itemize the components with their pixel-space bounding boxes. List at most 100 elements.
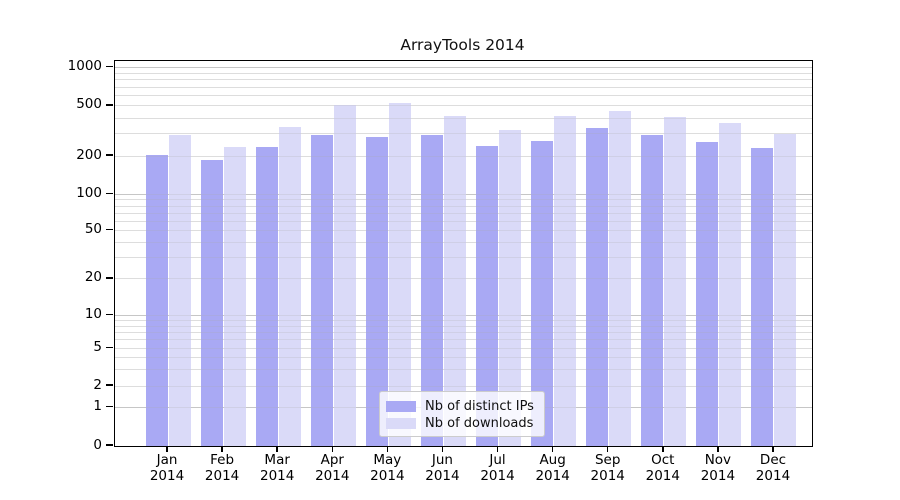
bar-downloads-may: [388, 103, 411, 446]
y-tick-label-50: 50: [84, 221, 102, 238]
overlay-gridline-7: [115, 331, 812, 333]
y-tick-mark-1: [106, 405, 113, 408]
bar-distinct-ips-mar: [255, 147, 278, 446]
gridline-minor-800: [115, 79, 812, 81]
legend-entry-downloads: Nb of downloads: [386, 415, 536, 432]
overlay-gridline-8: [115, 325, 812, 327]
x-tick-mark-dec: [772, 446, 774, 452]
y-tick-mark-0: [106, 444, 113, 446]
x-tick-label-oct: Oct 2014: [645, 452, 680, 484]
x-tick-label-jul: Jul 2014: [480, 452, 515, 484]
gridline-major-1000: [115, 67, 812, 69]
overlay-gridline-300: [115, 133, 812, 135]
gridline-minor-700: [115, 86, 812, 88]
y-tick-mark-500: [106, 104, 113, 106]
overlay-gridline-70: [115, 212, 812, 214]
bar-downloads-aug: [554, 116, 577, 446]
overlay-gridline-90: [115, 199, 812, 201]
bar-downloads-nov: [719, 122, 742, 446]
legend-label-distinct-ips: Nb of distinct IPs: [425, 399, 534, 414]
y-tick-label-1: 1: [93, 398, 102, 415]
bar-distinct-ips-feb: [200, 160, 223, 446]
y-tick-mark-100: [106, 192, 113, 195]
bar-downloads-feb: [223, 147, 246, 446]
bar-distinct-ips-nov: [696, 141, 719, 446]
bar-distinct-ips-sep: [586, 127, 609, 446]
overlay-gridline-700: [115, 86, 812, 88]
y-tick-label-2: 2: [93, 376, 102, 393]
x-tick-mark-oct: [662, 446, 664, 452]
y-tick-mark-10: [106, 313, 113, 316]
overlay-gridline-30: [115, 257, 812, 259]
x-tick-label-mar: Mar 2014: [259, 452, 295, 484]
y-tick-mark-1000: [106, 65, 113, 68]
overlay-gridline-10: [115, 314, 812, 316]
x-tick-label-may: May 2014: [370, 452, 405, 484]
bar-distinct-ips-aug: [531, 141, 554, 446]
overlay-gridline-9: [115, 319, 812, 321]
bar-downloads-oct: [664, 117, 687, 446]
bar-downloads-jan: [168, 135, 191, 446]
overlay-gridline-20: [115, 278, 812, 280]
legend-label-downloads: Nb of downloads: [425, 416, 534, 431]
bar-distinct-ips-apr: [310, 135, 333, 446]
y-tick-mark-2: [106, 384, 113, 386]
y-tick-mark-200: [106, 154, 113, 156]
x-tick-mark-may: [386, 446, 389, 452]
bar-downloads-dec: [774, 134, 797, 446]
y-tick-label-20: 20: [84, 269, 102, 286]
y-tick-label-200: 200: [76, 146, 102, 163]
overlay-gridline-6: [115, 339, 812, 341]
overlay-gridline-50: [115, 230, 812, 232]
overlay-gridline-2: [115, 385, 812, 387]
x-tick-mark-nov: [717, 446, 719, 452]
overlay-gridline-80: [115, 205, 812, 207]
bar-downloads-sep: [609, 110, 632, 446]
bar-downloads-jul: [499, 129, 522, 446]
bar-distinct-ips-dec: [751, 148, 774, 446]
overlay-gridline-100: [115, 193, 812, 195]
overlay-gridline-1000: [115, 67, 812, 69]
x-tick-mark-aug: [551, 446, 554, 452]
overlay-gridline-40: [115, 241, 812, 243]
overlay-gridline-3: [115, 368, 812, 370]
overlay-gridline-5: [115, 348, 812, 350]
y-tick-label-5: 5: [93, 339, 102, 356]
bar-distinct-ips-jun: [420, 135, 443, 446]
bar-distinct-ips-jul: [476, 145, 499, 446]
legend-entry-distinct-ips: Nb of distinct IPs: [386, 398, 536, 415]
x-tick-label-jun: Jun 2014: [425, 452, 460, 484]
gridline-minor-900: [115, 72, 812, 74]
overlay-gridline-500: [115, 105, 812, 107]
x-tick-mark-sep: [606, 446, 609, 452]
chart-title: ArrayTools 2014: [400, 36, 525, 54]
gridline-minor-600: [115, 95, 812, 97]
bar-distinct-ips-may: [365, 137, 388, 446]
y-tick-label-1000: 1000: [67, 58, 102, 75]
x-tick-label-jan: Jan 2014: [149, 452, 185, 484]
x-tick-label-aug: Aug 2014: [535, 452, 570, 484]
overlay-grid-layer: [115, 61, 812, 446]
overlay-gridline-4: [115, 357, 812, 359]
bar-downloads-mar: [278, 126, 301, 446]
y-tick-mark-20: [106, 277, 113, 279]
bar-downloads-jun: [443, 115, 466, 446]
overlay-gridline-800: [115, 79, 812, 81]
x-tick-mark-apr: [331, 446, 334, 452]
bar-distinct-ips-oct: [641, 135, 664, 446]
y-tick-mark-50: [106, 228, 113, 231]
x-tick-mark-mar: [276, 446, 278, 452]
x-tick-label-sep: Sep 2014: [590, 452, 625, 484]
legend: Nb of distinct IPs Nb of downloads: [379, 391, 545, 437]
gridline-minor-500: [115, 105, 812, 107]
plot-area: [114, 60, 813, 447]
y-tick-label-0: 0: [93, 436, 102, 453]
legend-swatch-downloads: [386, 418, 416, 429]
x-tick-label-nov: Nov 2014: [700, 452, 736, 484]
overlay-gridline-400: [115, 117, 812, 119]
x-tick-mark-jul: [496, 446, 499, 452]
overlay-gridline-200: [115, 155, 812, 157]
x-tick-label-dec: Dec 2014: [755, 452, 791, 484]
x-tick-mark-jan: [166, 446, 168, 452]
